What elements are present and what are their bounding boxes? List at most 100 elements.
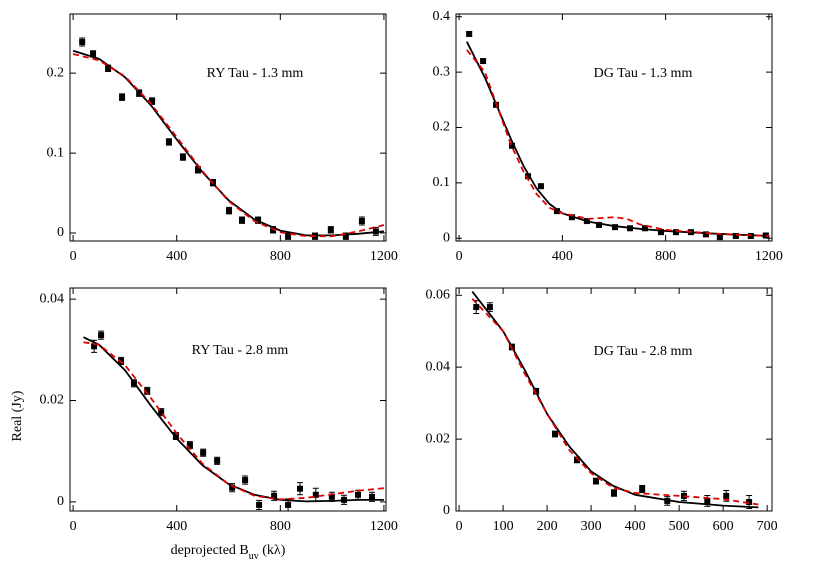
- data-point: [238, 217, 245, 224]
- data-point: [79, 38, 86, 45]
- model-curve-dashed: [83, 341, 385, 501]
- data-point: [592, 478, 599, 485]
- plot-area: [72, 37, 385, 240]
- y-tick-label: 0.02: [426, 431, 451, 446]
- panel: 0 400 800 1200 0 0.1 0.2 RY Tau - 1.3 mm: [47, 13, 398, 264]
- x-axis-label: deprojected Buv (kλ): [171, 543, 286, 562]
- plot-frame: [455, 13, 773, 242]
- x-tick-label: 0: [70, 249, 77, 264]
- model-curve: [83, 336, 384, 503]
- data-point: [537, 183, 544, 190]
- data-point: [144, 387, 151, 394]
- panel: 0 100 200 300 400 500 600 700 0 0.02 0.04 0.06 DG Ta…: [426, 287, 778, 534]
- data-point: [256, 501, 263, 508]
- data-point: [611, 490, 617, 497]
- x-tick-label: 500: [669, 519, 690, 534]
- data-point: [473, 304, 480, 311]
- data-point: [172, 432, 179, 439]
- data-point: [179, 154, 186, 161]
- y-tick-label: 0.02: [40, 393, 65, 408]
- data-point: [297, 485, 304, 492]
- data-point: [328, 493, 335, 500]
- data-point: [119, 94, 126, 101]
- panel: 0 400 800 1200 0 0.1 0.2 0.3 0.4 DG Tau - 1.3 mm: [433, 9, 783, 264]
- data-point: [525, 173, 532, 180]
- plot-frame: [69, 13, 387, 242]
- data-point: [657, 229, 664, 236]
- x-tick-label: 800: [270, 249, 291, 264]
- x-axis-label-part: uv: [249, 551, 259, 562]
- x-tick-label: 200: [537, 519, 558, 534]
- x-tick-label: 1200: [755, 249, 783, 264]
- data-point: [702, 231, 709, 238]
- y-tick-label: 0: [57, 225, 64, 240]
- data-point: [509, 142, 516, 149]
- data-point: [285, 233, 292, 240]
- y-tick-label: 0.2: [433, 120, 451, 135]
- data-point: [312, 491, 319, 498]
- x-tick-label: 800: [270, 519, 291, 534]
- x-tick-label: 800: [655, 249, 676, 264]
- data-point: [574, 456, 581, 463]
- data-point: [186, 442, 193, 449]
- model-curve: [471, 291, 759, 509]
- data-point: [612, 224, 619, 231]
- plot-area: [471, 291, 759, 509]
- model-curve-dashed: [72, 53, 385, 238]
- y-tick-label: 0: [57, 494, 64, 509]
- x-tick-label: 0: [456, 249, 463, 264]
- x-tick-label: 100: [493, 519, 514, 534]
- y-tick-label: 0.04: [40, 291, 65, 306]
- annotation: RY Tau - 2.8 mm: [192, 343, 289, 358]
- y-tick-label: 0.1: [433, 175, 451, 190]
- data-point: [466, 30, 473, 37]
- data-point: [214, 457, 221, 464]
- x-axis-label-part: deprojected B: [171, 543, 249, 558]
- data-point: [358, 218, 365, 225]
- x-tick-label: 600: [713, 519, 734, 534]
- x-tick-label: 700: [757, 519, 778, 534]
- data-point: [91, 343, 98, 350]
- y-tick-label: 0: [443, 503, 450, 518]
- data-point: [355, 491, 362, 498]
- y-axis-label: Real (Jy): [10, 390, 25, 441]
- data-point: [641, 225, 648, 232]
- x-tick-label: 400: [166, 519, 187, 534]
- x-axis-label-part: (kλ): [259, 543, 286, 558]
- data-point: [90, 50, 97, 57]
- plot-frame: [69, 287, 387, 512]
- x-tick-label: 0: [70, 519, 77, 534]
- data-point: [242, 477, 249, 484]
- plot-area: [466, 30, 769, 241]
- y-tick-label: 0.3: [433, 64, 451, 79]
- x-tick-label: 0: [456, 519, 463, 534]
- plot-area: [83, 330, 385, 511]
- data-point: [226, 207, 233, 214]
- data-point: [229, 484, 236, 491]
- data-point: [200, 449, 207, 456]
- y-tick-label: 0.1: [47, 145, 65, 160]
- x-tick-label: 300: [581, 519, 602, 534]
- annotation: RY Tau - 1.3 mm: [207, 66, 304, 81]
- y-tick-label: 0.4: [433, 9, 451, 24]
- annotation: DG Tau - 1.3 mm: [594, 66, 693, 81]
- y-tick-label: 0.06: [426, 287, 451, 302]
- y-tick-label: 0.2: [47, 65, 65, 80]
- data-point: [732, 233, 739, 240]
- data-point: [105, 65, 112, 72]
- data-point: [716, 234, 723, 241]
- panel: 0 400 800 1200 0 0.02 0.04 RY Tau - 2.8 mm Real …: [10, 287, 398, 562]
- data-point: [480, 58, 487, 65]
- data-point: [342, 233, 349, 240]
- x-tick-label: 400: [166, 249, 187, 264]
- model-curve-dashed: [466, 49, 769, 237]
- model-curve-dashed: [471, 298, 759, 506]
- data-point: [158, 409, 165, 416]
- data-point: [746, 499, 753, 506]
- data-point: [327, 226, 334, 233]
- data-point: [552, 431, 559, 438]
- x-tick-label: 400: [625, 519, 646, 534]
- annotation: DG Tau - 2.8 mm: [594, 344, 693, 359]
- x-tick-label: 1200: [370, 249, 398, 264]
